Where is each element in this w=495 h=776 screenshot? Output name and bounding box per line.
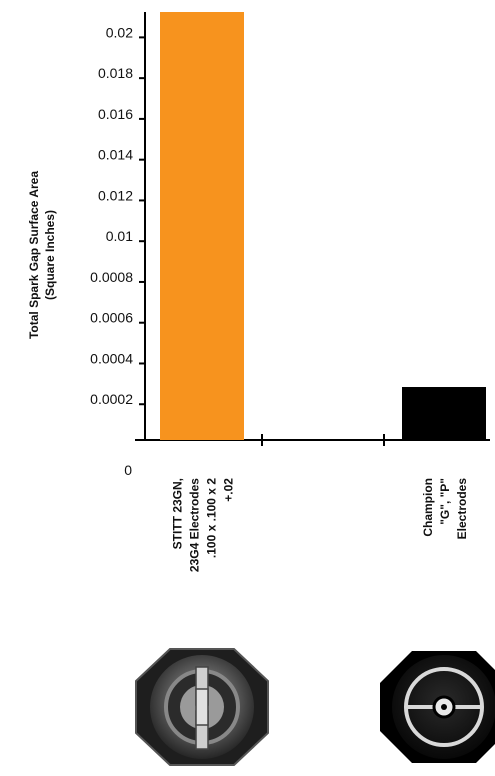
y-tick-label: 0.0004 [90,350,133,366]
y-ticks: 0 0.0002 0.0004 0.0006 0.0008 0.01 0.012 0.014 0… [90,24,146,478]
y-tick-label: 0.018 [98,65,133,81]
y-axis-label-line-1: Total Spark Gap Surface Area [27,171,41,339]
stitt-plug-image [135,648,269,766]
category-label-line: Champion [421,478,435,537]
category-labels: STITT 23GN, 23G4 Electrodes .100 x .100 x … [171,478,470,572]
y-axis-label: Total Spark Gap Surface Area (Square Inc… [27,171,57,339]
category-label-line: .100 x .100 x 2 [205,478,219,558]
category-label-line: +.02 [222,478,236,502]
y-tick-label: 0.016 [98,106,133,122]
y-tick-label: 0.0002 [90,391,133,407]
category-label-line: "G", "P" [438,478,452,525]
y-tick-label: 0.0006 [90,310,133,326]
y-tick-label: 0.02 [106,24,133,40]
bar [160,12,244,440]
y-tick-label: 0 [124,462,132,478]
category-label-line: 23G4 Electrodes [188,478,202,572]
champion-plug-image [380,651,495,763]
y-tick-label: 0.012 [98,187,133,203]
y-axis-label-line-2: (Square Inches) [43,210,57,300]
category-label-line: STITT 23GN, [171,478,185,549]
category-label-line: Electrodes [455,478,469,540]
bars [160,12,486,440]
bar [402,387,486,440]
y-tick-label: 0.0008 [90,269,133,285]
y-tick-label: 0.01 [106,228,133,244]
category-label: STITT 23GN, 23G4 Electrodes .100 x .100 x … [171,478,236,572]
y-tick-label: 0.014 [98,147,133,163]
category-label: Champion "G", "P" Electrodes [421,478,469,540]
